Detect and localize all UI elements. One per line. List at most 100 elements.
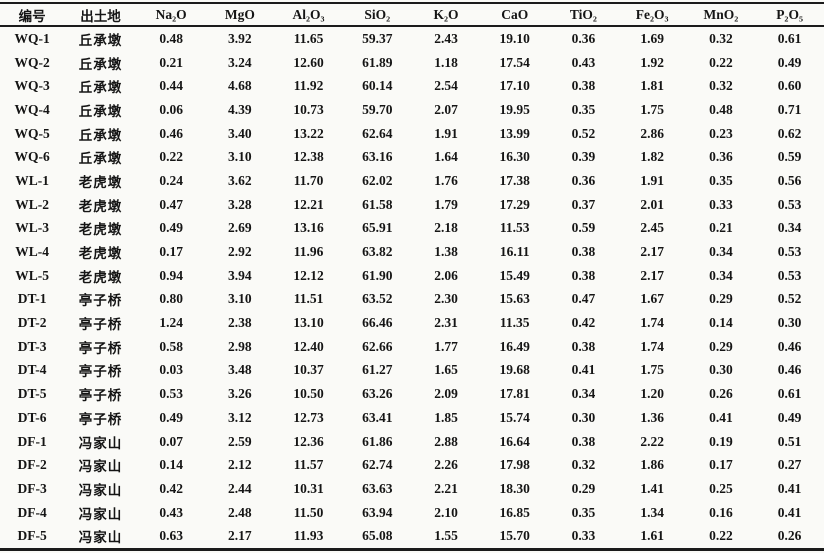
value-cell: 0.49: [777, 54, 802, 70]
column-header-site: 出土地: [80, 8, 121, 24]
value-cell: 17.81: [499, 386, 530, 402]
table-body: WQ-1 丘承墩 0.48 3.92 11.65 59.37 2.43 19.10 0.36 1.…: [0, 26, 824, 550]
value-cell: 59.70: [362, 101, 393, 117]
value-cell: 1.75: [640, 101, 664, 117]
value-cell: 1.67: [640, 291, 664, 307]
value-cell: 2.12: [228, 457, 252, 473]
value-cell: 1.65: [434, 362, 458, 378]
value-cell: 0.32: [571, 457, 596, 473]
value-cell: 1.85: [434, 409, 458, 425]
value-cell: 63.16: [362, 149, 393, 165]
value-cell: 1.36: [640, 409, 664, 425]
value-cell: 2.17: [640, 267, 664, 283]
value-cell: 0.17: [159, 244, 183, 260]
value-cell: 63.41: [362, 409, 393, 425]
sample-id-cell: WQ-2: [14, 54, 50, 70]
value-cell: 0.53: [777, 244, 802, 260]
value-cell: 0.56: [777, 172, 802, 188]
column-header-TiO: TiO₂: [569, 6, 597, 22]
sample-id-cell: DF-5: [17, 528, 47, 544]
value-cell: 0.49: [777, 409, 802, 425]
table-row: WQ-5 丘承墩 0.46 3.40 13.22 62.64 1.91 13.99 0.52 2.…: [0, 122, 824, 146]
value-cell: 3.26: [228, 386, 252, 402]
value-cell: 18.30: [499, 480, 530, 496]
value-cell: 59.37: [362, 30, 393, 46]
column-header-MgO: MgO: [224, 6, 255, 22]
value-cell: 63.52: [362, 291, 393, 307]
sample-id-cell: WL-2: [15, 196, 49, 212]
table-row: DF-3 冯家山 0.42 2.44 10.31 63.63 2.21 18.30 0.29 1.…: [0, 477, 824, 501]
value-cell: 0.21: [709, 220, 733, 236]
value-cell: 65.91: [362, 220, 393, 236]
value-cell: 65.08: [362, 528, 393, 544]
value-cell: 0.43: [159, 504, 183, 520]
value-cell: 3.94: [228, 267, 252, 283]
value-cell: 62.74: [362, 457, 393, 473]
value-cell: 2.86: [640, 125, 664, 141]
value-cell: 0.29: [709, 338, 733, 354]
sample-id-cell: WQ-4: [14, 101, 50, 117]
table-row: WL-1 老虎墩 0.24 3.62 11.70 62.02 1.76 17.38 0.36 1.…: [0, 169, 824, 193]
site-cell: 老虎墩: [78, 246, 123, 262]
site-cell: 亭子桥: [78, 340, 123, 356]
site-cell: 老虎墩: [78, 222, 123, 238]
value-cell: 19.68: [499, 362, 530, 378]
value-cell: 1.64: [434, 149, 458, 165]
table-row: DT-2 亭子桥 1.24 2.38 13.10 66.46 2.31 11.35 0.42 1.…: [0, 311, 824, 335]
value-cell: 3.40: [228, 125, 252, 141]
value-cell: 0.34: [571, 386, 596, 402]
value-cell: 0.24: [159, 172, 183, 188]
table-row: DT-3 亭子桥 0.58 2.98 12.40 62.66 1.77 16.49 0.38 1.…: [0, 335, 824, 359]
value-cell: 0.14: [709, 315, 733, 331]
value-cell: 10.50: [293, 386, 324, 402]
column-header-PO: P₂O₅: [776, 6, 804, 22]
value-cell: 4.39: [228, 101, 252, 117]
sample-id-cell: DT-6: [17, 409, 47, 425]
value-cell: 1.18: [434, 54, 458, 70]
value-cell: 2.10: [434, 504, 458, 520]
value-cell: 13.99: [499, 125, 530, 141]
value-cell: 0.32: [709, 78, 733, 94]
table-row: DT-5 亭子桥 0.53 3.26 10.50 63.26 2.09 17.81 0.34 1.…: [0, 382, 824, 406]
value-cell: 61.90: [362, 267, 393, 283]
value-cell: 17.98: [499, 457, 530, 473]
value-cell: 11.35: [499, 315, 530, 331]
value-cell: 10.31: [293, 480, 324, 496]
value-cell: 1.76: [434, 172, 458, 188]
value-cell: 11.70: [293, 172, 324, 188]
value-cell: 11.53: [499, 220, 530, 236]
value-cell: 2.92: [228, 244, 252, 260]
value-cell: 0.44: [159, 78, 183, 94]
value-cell: 15.63: [499, 291, 530, 307]
site-cell: 冯家山: [78, 506, 123, 522]
sample-id-cell: DF-1: [17, 433, 47, 449]
value-cell: 62.02: [362, 172, 393, 188]
value-cell: 0.38: [571, 433, 596, 449]
value-cell: 0.53: [777, 196, 802, 212]
value-cell: 3.62: [228, 172, 252, 188]
value-cell: 0.58: [159, 338, 183, 354]
value-cell: 0.46: [159, 125, 183, 141]
value-cell: 0.22: [709, 528, 733, 544]
value-cell: 12.60: [293, 54, 324, 70]
value-cell: 63.63: [362, 480, 393, 496]
value-cell: 0.35: [709, 172, 733, 188]
table-row: WQ-6 丘承墩 0.22 3.10 12.38 63.16 1.64 16.30 0.39 1.…: [0, 145, 824, 169]
column-header-KO: K₂O: [433, 6, 459, 22]
table-row: DF-1 冯家山 0.07 2.59 12.36 61.86 2.88 16.64 0.38 2.…: [0, 430, 824, 454]
value-cell: 16.30: [499, 149, 530, 165]
value-cell: 63.94: [362, 504, 393, 520]
value-cell: 0.29: [709, 291, 733, 307]
value-cell: 0.35: [571, 504, 596, 520]
value-cell: 2.06: [434, 267, 458, 283]
value-cell: 1.38: [434, 244, 458, 260]
value-cell: 0.53: [159, 386, 183, 402]
value-cell: 61.89: [362, 54, 393, 70]
table-row: DF-5 冯家山 0.63 2.17 11.93 65.08 1.55 15.70 0.33 1.…: [0, 524, 824, 550]
value-cell: 1.92: [640, 54, 664, 70]
value-cell: 12.12: [293, 267, 324, 283]
value-cell: 0.37: [571, 196, 596, 212]
value-cell: 11.92: [293, 78, 324, 94]
value-cell: 2.38: [228, 315, 252, 331]
sample-id-cell: DT-1: [17, 291, 47, 307]
